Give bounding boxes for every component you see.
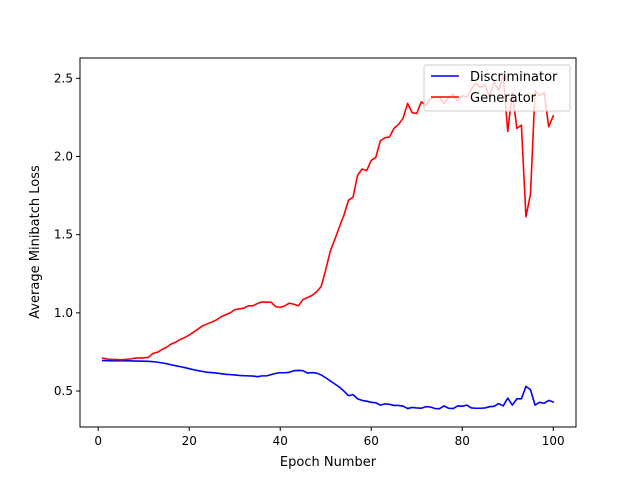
x-tick-label: 20 xyxy=(182,434,197,448)
legend-label-discriminator: Discriminator xyxy=(470,70,558,85)
y-tick-label: 0.5 xyxy=(54,384,73,398)
x-tick-label: 100 xyxy=(542,434,565,448)
y-tick-label: 2.5 xyxy=(54,71,73,85)
x-tick-label: 40 xyxy=(273,434,288,448)
y-axis-ticks: 0.5 1.0 1.5 2.0 2.5 xyxy=(54,71,80,398)
legend: Discriminator Generator xyxy=(423,64,571,112)
x-axis-label: Epoch Number xyxy=(280,455,377,470)
x-tick-label: 80 xyxy=(455,434,470,448)
y-axis-label: Average Minibatch Loss xyxy=(28,165,43,319)
x-axis-ticks: 0 20 40 60 80 100 xyxy=(94,427,565,448)
plot-area xyxy=(80,58,576,427)
legend-box xyxy=(423,64,571,112)
plot-frame xyxy=(79,57,577,428)
y-tick-label: 1.5 xyxy=(54,228,73,242)
series-line-discriminator xyxy=(101,359,555,410)
y-tick-label: 2.0 xyxy=(54,150,73,164)
legend-label-generator: Generator xyxy=(470,91,537,106)
x-tick-label: 60 xyxy=(364,434,379,448)
y-tick-label: 1.0 xyxy=(54,306,73,320)
x-tick-label: 0 xyxy=(94,434,102,448)
